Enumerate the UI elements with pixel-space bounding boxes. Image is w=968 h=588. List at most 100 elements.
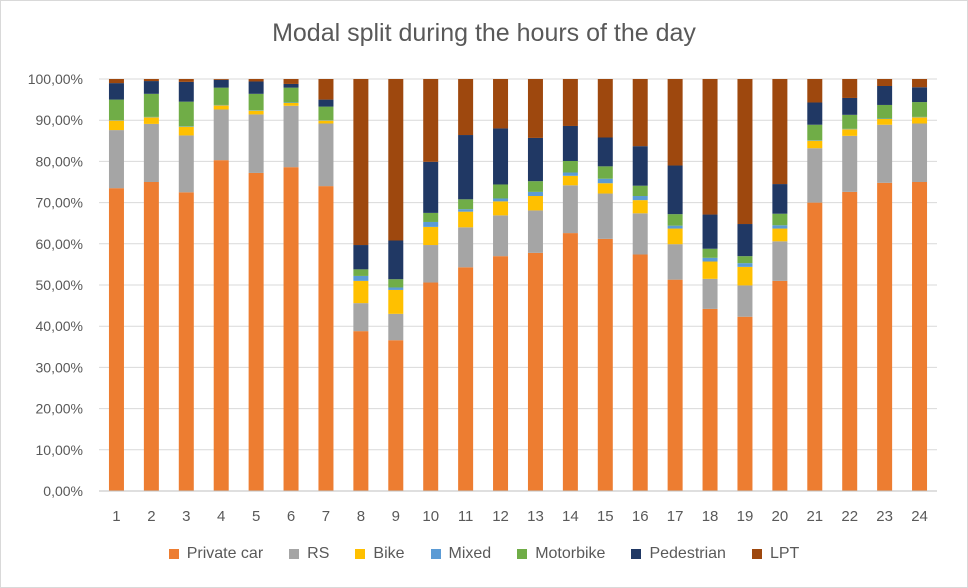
- x-tick-label: 8: [357, 508, 365, 525]
- bar-segment: [318, 186, 334, 491]
- x-tick-label: 17: [667, 508, 684, 525]
- x-tick-label: 18: [702, 508, 719, 525]
- bar-segment: [178, 79, 194, 82]
- bar-segment: [458, 211, 474, 228]
- bar-segment: [632, 79, 648, 147]
- bar-segment: [772, 184, 788, 214]
- bar-segment: [562, 79, 578, 126]
- bar-segment: [458, 209, 474, 212]
- legend-label: Pedestrian: [649, 545, 726, 562]
- x-tick-label: 10: [422, 508, 439, 525]
- bar-segment: [632, 196, 648, 201]
- y-tick-label: 0,00%: [43, 483, 83, 499]
- x-tick-label: 9: [392, 508, 400, 525]
- bar-segment: [318, 99, 334, 107]
- x-tick-label: 19: [737, 508, 754, 525]
- bar-segment: [143, 93, 159, 117]
- legend-label: RS: [307, 545, 330, 562]
- bar-segment: [388, 313, 404, 341]
- legend-swatch: [631, 549, 642, 559]
- bar-segment: [248, 93, 264, 111]
- bar-segment: [772, 225, 788, 229]
- y-tick-label: 40,00%: [36, 318, 83, 334]
- bar-segment: [458, 135, 474, 200]
- legend-label: Private car: [186, 545, 264, 562]
- bar-segment: [702, 248, 718, 258]
- bar-segment: [667, 214, 683, 226]
- bar-segment: [493, 215, 509, 257]
- bar-segment: [423, 161, 439, 213]
- bar-segment: [562, 160, 578, 173]
- bar-segment: [877, 104, 893, 119]
- bar-segment: [562, 175, 578, 186]
- legend-item: RS: [289, 545, 329, 563]
- bar-segment: [842, 191, 858, 491]
- bar-segment: [318, 79, 334, 100]
- legend-label: LPT: [769, 545, 800, 562]
- bar-segment: [597, 238, 613, 491]
- y-tick-label: 10,00%: [36, 442, 83, 458]
- y-tick-label: 60,00%: [36, 236, 83, 252]
- bar-segment: [283, 102, 299, 106]
- x-tick-label: 1: [112, 508, 120, 525]
- legend-swatch: [355, 549, 366, 559]
- y-tick-label: 70,00%: [36, 195, 83, 211]
- bar-segment: [108, 188, 124, 491]
- bar-segment: [178, 101, 194, 127]
- bar-segment: [388, 279, 404, 288]
- bar-segment: [423, 212, 439, 222]
- chart-title: Modal split during the hours of the day: [272, 19, 696, 47]
- bar-segment: [493, 198, 509, 202]
- x-tick-label: 23: [876, 508, 893, 525]
- bar-segment: [807, 102, 823, 125]
- y-tick-label: 50,00%: [36, 277, 83, 293]
- bar-segment: [213, 79, 229, 80]
- legend-swatch: [517, 549, 528, 559]
- x-tick-label: 3: [182, 508, 190, 525]
- bar-segment: [318, 120, 334, 124]
- bar-segment: [702, 214, 718, 249]
- bar-segment: [353, 331, 369, 491]
- bar-segment: [807, 79, 823, 103]
- legend-swatch: [168, 549, 179, 559]
- legend-item: Mixed: [430, 545, 491, 563]
- bar-segment: [423, 221, 439, 227]
- bar-segment: [807, 124, 823, 141]
- legend-swatch: [751, 549, 762, 559]
- bar-segment: [388, 287, 404, 290]
- bar-segment: [353, 303, 369, 332]
- bar-segment: [737, 79, 753, 225]
- bar-segment: [213, 79, 229, 88]
- bar-segment: [248, 81, 264, 94]
- bar-segment: [597, 137, 613, 167]
- y-tick-label: 90,00%: [36, 112, 83, 128]
- bar-segment: [213, 160, 229, 491]
- x-tick-label: 14: [562, 508, 579, 525]
- bar-segment: [807, 140, 823, 149]
- bar-segment: [527, 181, 543, 192]
- x-tick-label: 13: [527, 508, 544, 525]
- bar-segment: [178, 126, 194, 136]
- bar-segment: [248, 114, 264, 173]
- bar-segment: [597, 193, 613, 239]
- bar-segment: [353, 280, 369, 304]
- bar-segment: [527, 210, 543, 253]
- bar-segment: [877, 86, 893, 105]
- y-tick-label: 30,00%: [36, 359, 83, 375]
- x-tick-label: 20: [772, 508, 789, 525]
- bar-segment: [458, 267, 474, 491]
- bar-segment: [597, 178, 613, 184]
- y-tick-label: 80,00%: [36, 153, 83, 169]
- x-tick-label: 2: [147, 508, 155, 525]
- bar-segment: [143, 182, 159, 491]
- bar-segment: [842, 97, 858, 115]
- x-tick-label: 5: [252, 508, 260, 525]
- x-tick-label: 21: [806, 508, 823, 525]
- bar-segment: [632, 146, 648, 186]
- bar-segment: [667, 279, 683, 491]
- bar-segment: [772, 79, 788, 185]
- bar-segment: [632, 213, 648, 255]
- x-tick-label: 15: [597, 508, 614, 525]
- bar-segment: [912, 87, 928, 103]
